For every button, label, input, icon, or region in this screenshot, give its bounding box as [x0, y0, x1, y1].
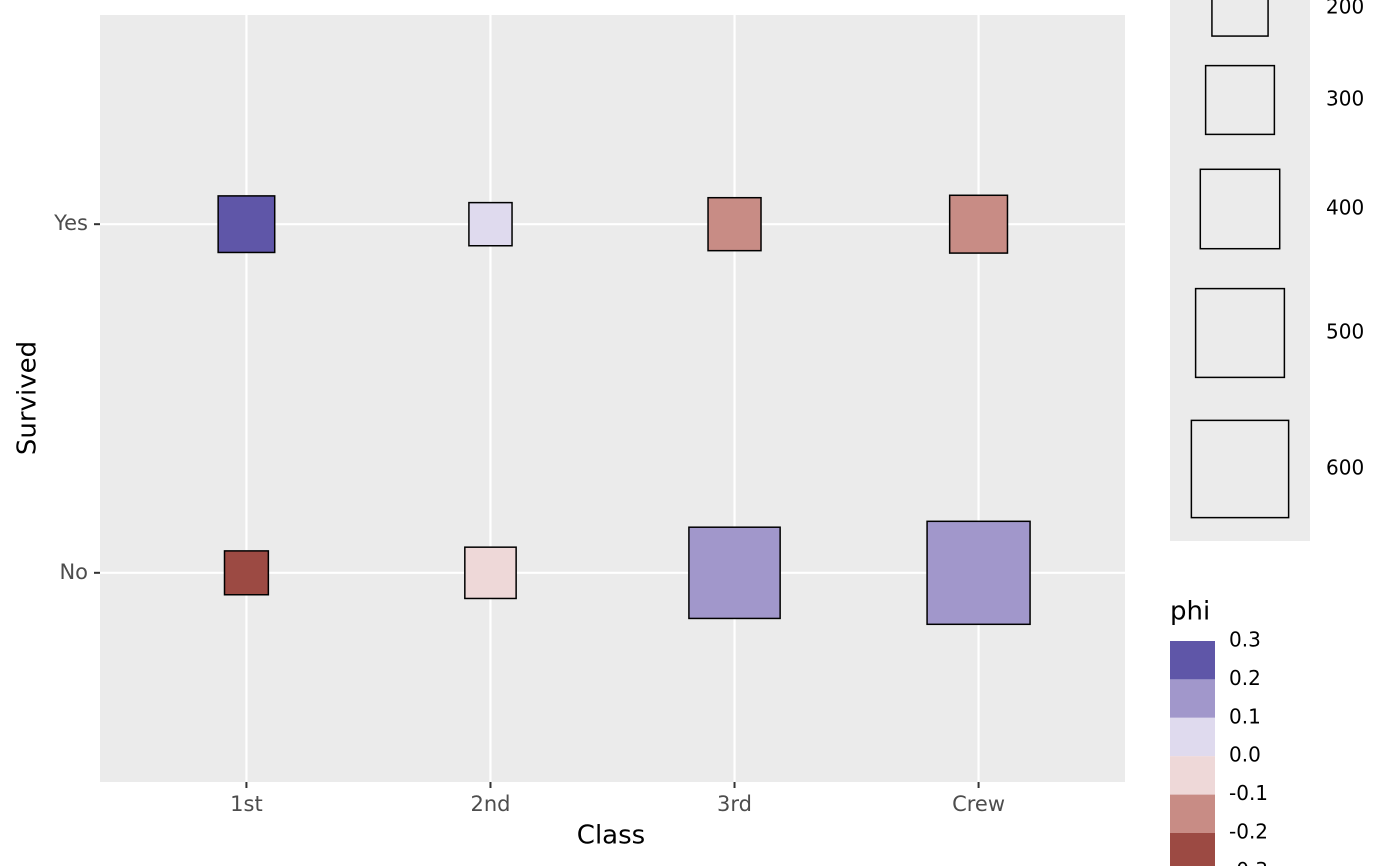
fill-legend-label: 0.3 [1229, 628, 1261, 652]
fill-legend-key [1170, 794, 1215, 833]
size-legend-label: 300 [1326, 87, 1364, 111]
y-tick-label: No [59, 560, 88, 584]
panel [100, 15, 1125, 782]
fill-legend-label: 0.0 [1229, 743, 1261, 767]
fill-legend-label: 0.2 [1229, 666, 1261, 690]
size-legend-label: 400 [1326, 196, 1364, 220]
x-tick-label: 2nd [470, 792, 510, 816]
fill-legend-label: 0.1 [1229, 704, 1261, 728]
fill-legend-key [1170, 756, 1215, 795]
size-legend-key [1204, 64, 1276, 136]
square [464, 546, 517, 600]
x-tick-label: 1st [230, 792, 263, 816]
fill-legend-title: phi [1170, 597, 1210, 627]
y-tick-label: Yes [53, 211, 88, 235]
fill-legend-key [1170, 833, 1215, 866]
fill-legend-label: -0.2 [1229, 820, 1268, 844]
size-legend-label: 200 [1326, 0, 1364, 19]
size-legend-key [1194, 287, 1286, 379]
square [707, 196, 762, 252]
size-legend-label: 600 [1326, 456, 1364, 480]
fill-legend-key [1170, 717, 1215, 757]
square [688, 526, 781, 620]
size-legend-key [1190, 419, 1290, 519]
fill-legend-label: -0.3 [1229, 858, 1268, 866]
size-legend-key [1211, 0, 1269, 37]
square [217, 195, 276, 254]
square [468, 201, 513, 247]
x-tick-label: 3rd [717, 792, 752, 816]
y-axis-title: Survived [13, 341, 43, 455]
fill-legend-key [1170, 641, 1215, 680]
size-legend-key [1199, 168, 1281, 250]
size-legend-background [1170, 0, 1310, 541]
square [948, 194, 1009, 254]
square [926, 520, 1031, 626]
fill-legend-key [1170, 679, 1215, 718]
x-axis-title: Class [577, 821, 645, 851]
fill-legend-label: -0.1 [1229, 781, 1268, 805]
size-legend-label: 500 [1326, 320, 1364, 344]
x-tick-label: Crew [952, 792, 1005, 816]
square [223, 550, 270, 596]
